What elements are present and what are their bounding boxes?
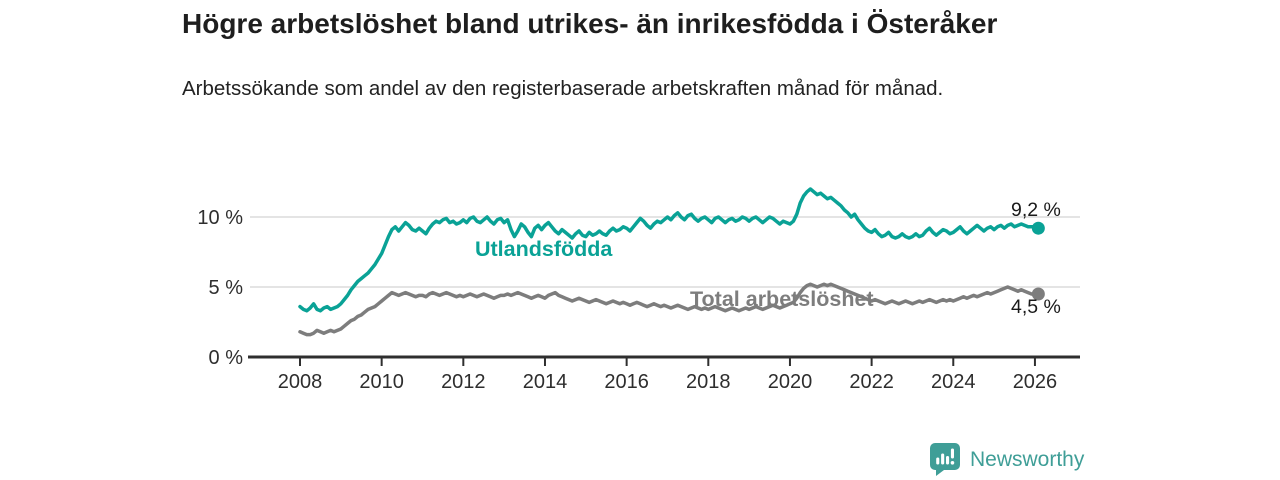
x-tick-label: 2010 (359, 371, 404, 393)
x-tick-label: 2024 (931, 371, 976, 393)
page-title: Högre arbetslöshet bland utrikes- än inr… (182, 8, 998, 39)
newsworthy-brand: Newsworthy (930, 443, 1084, 476)
chart-subtitle: Arbetssökande som andel av den registerb… (182, 77, 944, 100)
series-label-total-arbetsloshet: Total arbetslöshet (690, 287, 874, 311)
y-tick-label: 5 % (209, 277, 244, 299)
end-value-label-utlandsfodda: 9,2 % (1011, 199, 1061, 221)
y-tick-label: 0 % (209, 347, 244, 369)
x-tick-label: 2012 (441, 371, 486, 393)
x-tick-label: 2016 (604, 371, 649, 393)
x-tick-label: 2020 (768, 371, 813, 393)
x-tick-label: 2008 (278, 371, 323, 393)
series-end-dot-1 (1031, 287, 1045, 301)
series-end-dot-0 (1031, 221, 1045, 235)
series-label-utlandsfodda: Utlandsfödda (475, 237, 613, 261)
newsworthy-brand-text: Newsworthy (970, 447, 1085, 471)
end-value-label-total: 4,5 % (1011, 296, 1061, 318)
x-tick-label: 2018 (686, 371, 731, 393)
x-tick-label: 2022 (849, 371, 894, 393)
x-tick-label: 2014 (523, 371, 568, 393)
series-line-1 (298, 282, 1041, 337)
y-tick-label: 10 % (197, 207, 243, 229)
x-tick-label: 2026 (1013, 371, 1058, 393)
newsworthy-logo-icon (930, 443, 960, 476)
series-line-0 (298, 187, 1041, 313)
